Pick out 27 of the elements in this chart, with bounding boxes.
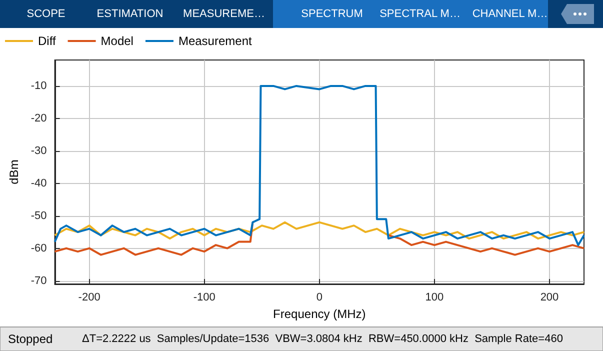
y-tick-label: -40 xyxy=(30,177,47,190)
x-tick-label: 0 xyxy=(316,292,322,304)
text: SPECTRUM xyxy=(301,8,363,20)
text: Stopped xyxy=(8,332,53,346)
text: CHANNEL M… xyxy=(472,8,548,20)
y-axis-title: dBm xyxy=(7,160,21,184)
line-series xyxy=(54,84,585,246)
x-axis-title: Frequency (MHz) xyxy=(273,307,366,321)
text: ΔT=2.2222 us Samples/Update=1536 VBW=3.0804 kHz RBW=450.0000 kHz Sample Rate=460 xyxy=(82,333,563,345)
legend-label: Model xyxy=(100,34,134,48)
x-tick-label: -100 xyxy=(193,292,216,304)
y-tick-label: -30 xyxy=(30,144,47,157)
y-tick-label: -70 xyxy=(30,274,47,287)
x-tick-label: 100 xyxy=(425,292,444,304)
y-tick-label: -50 xyxy=(30,210,47,222)
legend-label: Measurement xyxy=(178,34,252,48)
text: SPECTRAL M… xyxy=(380,8,460,20)
x-tick-label: 200 xyxy=(540,292,559,304)
y-tick-label: -10 xyxy=(30,80,47,92)
text: SCOPE xyxy=(26,8,66,20)
x-tick-label: -200 xyxy=(78,292,100,304)
y-tick-label: -20 xyxy=(30,112,47,124)
text: MEASUREME… xyxy=(183,8,265,20)
text: ESTIMATION xyxy=(96,8,164,20)
line-series xyxy=(54,221,585,240)
legend-label: Diff xyxy=(38,34,56,48)
y-tick-label: -60 xyxy=(30,242,47,254)
